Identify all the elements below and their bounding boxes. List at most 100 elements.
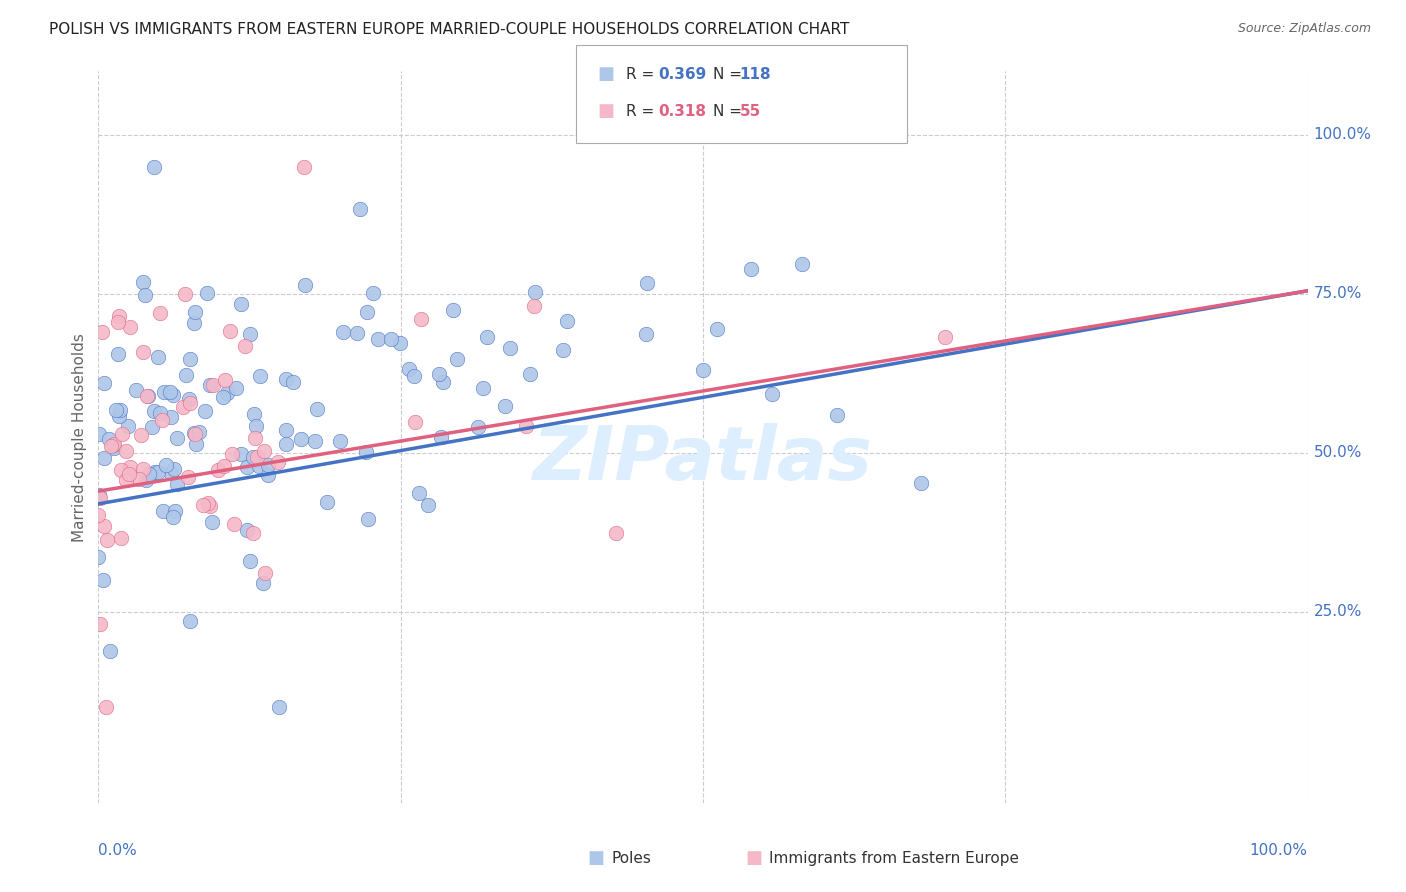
Point — [380, 332, 402, 346]
Point — [132, 275, 155, 289]
Text: 118: 118 — [740, 67, 770, 81]
Point — [239, 326, 262, 341]
Text: 0.318: 0.318 — [658, 104, 706, 119]
Point — [254, 566, 277, 580]
Text: ■: ■ — [598, 65, 614, 83]
Point — [246, 450, 269, 465]
Point — [418, 498, 440, 512]
Point — [236, 459, 259, 474]
Point — [120, 320, 142, 334]
Point — [149, 406, 172, 420]
Point — [218, 324, 240, 338]
Point — [94, 700, 117, 714]
Text: ■: ■ — [588, 849, 605, 867]
Point — [471, 381, 494, 395]
Point — [110, 463, 132, 477]
Point — [177, 470, 200, 484]
Point — [160, 410, 183, 425]
Text: ZIPatlas: ZIPatlas — [533, 423, 873, 496]
Point — [163, 462, 186, 476]
Point — [201, 378, 224, 392]
Point — [131, 461, 153, 475]
Point — [172, 400, 194, 414]
Text: 25.0%: 25.0% — [1313, 605, 1362, 619]
Point — [361, 286, 384, 301]
Point — [120, 459, 142, 474]
Point — [494, 400, 516, 414]
Point — [740, 262, 762, 277]
Point — [87, 508, 110, 523]
Point — [166, 477, 188, 491]
Point — [107, 347, 129, 361]
Point — [162, 388, 184, 402]
Point — [135, 473, 157, 487]
Point — [257, 467, 280, 482]
Point — [253, 444, 276, 458]
Point — [274, 423, 297, 437]
Text: N =: N = — [713, 104, 747, 119]
Point — [555, 314, 578, 328]
Point — [87, 427, 110, 442]
Point — [96, 533, 118, 548]
Point — [165, 504, 187, 518]
Point — [197, 496, 219, 510]
Point — [429, 429, 451, 443]
Point — [143, 160, 166, 174]
Point — [141, 420, 163, 434]
Point — [522, 299, 544, 313]
Point — [332, 326, 354, 340]
Point — [432, 375, 454, 389]
Point — [242, 450, 264, 465]
Point — [162, 509, 184, 524]
Point — [294, 160, 316, 174]
Point — [247, 458, 270, 473]
Point — [186, 436, 208, 450]
Point — [183, 316, 205, 330]
Point — [231, 447, 253, 461]
Point — [214, 373, 236, 387]
Point — [93, 518, 115, 533]
Text: 55: 55 — [740, 104, 761, 119]
Point — [183, 426, 205, 441]
Point — [441, 303, 464, 318]
Point — [825, 408, 848, 422]
Point — [212, 390, 235, 404]
Point — [256, 458, 278, 472]
Point — [329, 434, 352, 448]
Text: 50.0%: 50.0% — [1313, 445, 1362, 460]
Point — [346, 326, 368, 340]
Point — [93, 451, 115, 466]
Text: 100.0%: 100.0% — [1313, 128, 1372, 143]
Point — [110, 402, 132, 417]
Point — [195, 285, 218, 300]
Point — [446, 352, 468, 367]
Point — [305, 402, 328, 417]
Point — [184, 305, 207, 319]
Point — [117, 467, 139, 482]
Point — [477, 330, 499, 344]
Point — [519, 367, 541, 381]
Point — [128, 472, 150, 486]
Point — [551, 343, 574, 357]
Text: N =: N = — [713, 67, 747, 81]
Point — [357, 512, 380, 526]
Text: Immigrants from Eastern Europe: Immigrants from Eastern Europe — [769, 851, 1019, 865]
Point — [761, 387, 783, 401]
Point — [467, 420, 489, 434]
Point — [148, 305, 170, 319]
Point — [411, 312, 433, 326]
Point — [389, 336, 412, 351]
Point — [200, 515, 222, 529]
Text: ■: ■ — [598, 103, 614, 120]
Point — [114, 474, 136, 488]
Point — [143, 404, 166, 418]
Point — [159, 385, 181, 400]
Point — [217, 386, 239, 401]
Point — [136, 389, 159, 403]
Point — [108, 309, 131, 323]
Point — [132, 344, 155, 359]
Point — [243, 407, 266, 421]
Point — [198, 378, 221, 392]
Y-axis label: Married-couple Households: Married-couple Households — [72, 333, 87, 541]
Point — [155, 458, 177, 473]
